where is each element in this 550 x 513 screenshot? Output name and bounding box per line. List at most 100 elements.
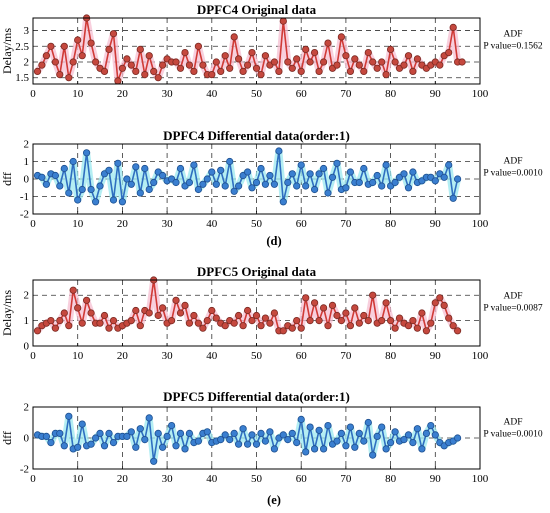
data-point — [261, 180, 269, 188]
plot-frame — [32, 17, 481, 85]
data-point — [230, 429, 238, 437]
y-tick-label: 1 — [24, 315, 30, 327]
data-point — [409, 316, 417, 325]
data-point — [132, 163, 140, 171]
data-point — [382, 445, 390, 453]
data-point — [342, 442, 350, 450]
data-point — [378, 182, 386, 190]
data-point — [87, 440, 95, 448]
data-point — [60, 42, 68, 50]
x-tick-label: 80 — [385, 218, 397, 230]
x-tick-label: 80 — [385, 473, 397, 485]
data-point — [355, 61, 363, 69]
data-point — [65, 189, 73, 197]
data-point — [47, 316, 55, 325]
chart-title: DPFC5 Original data — [197, 264, 317, 279]
x-tick-label: 80 — [385, 88, 397, 100]
adf-label: ADF — [503, 157, 522, 167]
x-tick-label: 0 — [30, 350, 36, 362]
plot-frame — [32, 143, 481, 215]
data-point — [261, 52, 269, 60]
data-point — [74, 304, 82, 312]
data-point — [319, 164, 328, 173]
data-point — [279, 17, 287, 25]
data-point — [355, 178, 363, 187]
data-point — [136, 322, 144, 330]
data-point — [270, 58, 278, 66]
y-tick-label: 2 — [24, 57, 30, 69]
data-point — [306, 170, 314, 178]
data-point — [92, 198, 100, 206]
data-point — [235, 440, 243, 448]
data-point — [297, 67, 305, 76]
data-point — [400, 170, 408, 178]
data-point — [221, 52, 229, 60]
data-point — [159, 61, 167, 69]
x-tick-label: 60 — [296, 350, 308, 362]
data-point — [60, 309, 68, 317]
data-point — [226, 435, 234, 444]
data-point — [154, 311, 162, 320]
data-point — [445, 161, 453, 169]
data-point — [360, 67, 368, 76]
x-tick-label: 50 — [251, 88, 263, 100]
data-point — [56, 182, 64, 190]
x-tick-label: 0 — [30, 473, 36, 485]
data-point — [337, 33, 345, 41]
data-point — [413, 324, 421, 332]
data-point — [83, 296, 91, 304]
data-point — [185, 319, 193, 327]
data-point — [235, 55, 243, 63]
x-tick-label: 60 — [296, 473, 308, 485]
y-tick-label: -2 — [20, 209, 29, 221]
data-point — [74, 196, 82, 204]
data-point — [418, 445, 426, 453]
data-point — [105, 429, 113, 437]
data-point — [212, 180, 220, 188]
data-point — [159, 171, 167, 180]
data-point — [409, 67, 417, 76]
data-point — [404, 184, 413, 192]
data-point — [257, 164, 265, 173]
data-point — [369, 291, 377, 299]
x-tick-label: 70 — [340, 218, 352, 230]
x-tick-label: 90 — [430, 88, 442, 100]
data-point — [230, 33, 238, 41]
x-tick-label: 100 — [472, 350, 489, 362]
data-point — [172, 442, 180, 450]
data-point — [279, 198, 287, 206]
y-axis-label: Delay/ms — [0, 28, 14, 74]
plot-frame — [32, 406, 481, 470]
data-point — [127, 316, 135, 325]
data-point — [87, 39, 95, 47]
data-point — [69, 58, 77, 66]
data-point — [284, 435, 292, 444]
data-point — [221, 182, 229, 190]
data-point — [65, 74, 73, 82]
data-point — [212, 314, 220, 322]
data-point — [369, 451, 377, 459]
x-tick-label: 10 — [72, 218, 84, 230]
data-point — [284, 58, 292, 66]
data-point — [145, 52, 153, 60]
data-point — [288, 170, 296, 178]
x-tick-label: 30 — [162, 88, 174, 100]
data-point — [172, 178, 180, 187]
data-point — [248, 48, 256, 57]
data-point — [395, 314, 404, 322]
data-point — [47, 42, 55, 50]
data-point — [74, 443, 82, 451]
x-tick-label: 70 — [340, 88, 352, 100]
data-point — [302, 294, 310, 302]
data-point — [302, 448, 310, 456]
data-point — [293, 182, 301, 190]
data-point — [154, 429, 162, 437]
data-point — [42, 52, 51, 60]
x-tick-label: 50 — [251, 473, 263, 485]
data-point — [78, 185, 86, 194]
subfigure-label-e: (e) — [267, 493, 281, 507]
data-point — [230, 319, 238, 327]
data-point — [315, 170, 323, 178]
data-point — [427, 319, 435, 327]
data-point — [105, 324, 113, 332]
